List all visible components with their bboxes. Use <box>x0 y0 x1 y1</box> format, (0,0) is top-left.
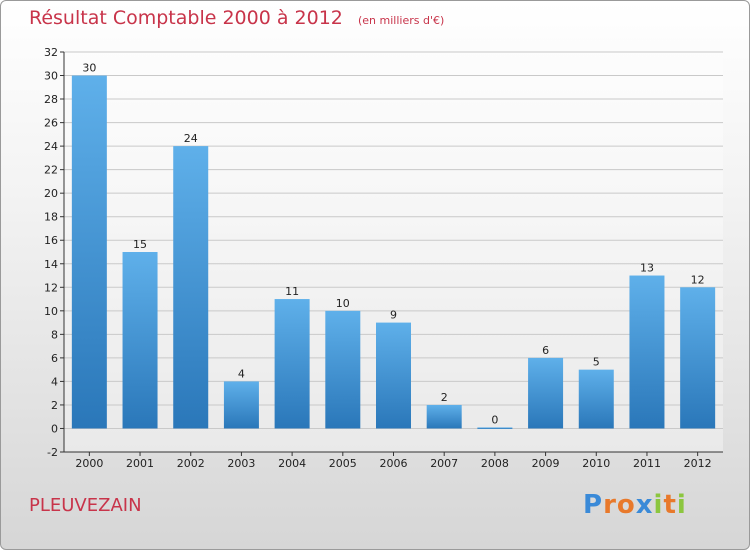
proxiti-logo: Proxiti <box>583 490 687 520</box>
value-label: 9 <box>390 309 397 322</box>
x-tick-label: 2005 <box>329 457 357 470</box>
x-tick-label: 2001 <box>126 457 154 470</box>
bar-2007 <box>426 404 462 429</box>
commune-name: PLEUVEZAIN <box>29 495 142 516</box>
value-label: 0 <box>491 413 498 426</box>
y-tick-label: 30 <box>44 70 58 83</box>
logo-letter: o <box>616 490 636 520</box>
bar-2010 <box>578 369 614 429</box>
value-label: 6 <box>542 344 549 357</box>
y-tick-label: 18 <box>44 211 58 224</box>
logo-letter: i <box>676 490 687 520</box>
y-tick-label: 4 <box>51 375 58 388</box>
x-tick-label: 2010 <box>582 457 610 470</box>
x-tick-label: 2011 <box>633 457 661 470</box>
logo-letter: P <box>583 490 604 520</box>
bar-2008 <box>477 427 513 429</box>
y-tick-label: 12 <box>44 281 58 294</box>
x-tick-label: 2006 <box>380 457 408 470</box>
value-label: 30 <box>82 62 96 75</box>
value-label: 10 <box>336 297 350 310</box>
y-tick-label: 26 <box>44 117 58 130</box>
bar-2006 <box>376 322 411 429</box>
bar-2002 <box>173 146 209 429</box>
chart-title-block: Résultat Comptable 2000 à 2012 (en milli… <box>29 7 444 29</box>
x-tick-label: 2009 <box>532 457 560 470</box>
value-label: 12 <box>691 273 705 286</box>
y-tick-label: 6 <box>51 352 58 365</box>
y-tick-label: 2 <box>51 399 58 412</box>
proxiti-logo-text: Proxiti <box>583 490 687 520</box>
y-tick-label: -2 <box>47 446 58 459</box>
bar-2001 <box>122 252 158 429</box>
x-tick-label: 2004 <box>278 457 306 470</box>
value-label: 15 <box>133 238 147 251</box>
value-label: 11 <box>285 285 299 298</box>
bar-2011 <box>629 275 665 429</box>
bar-2005 <box>325 310 361 429</box>
bar-2000 <box>71 75 107 429</box>
x-tick-label: 2000 <box>75 457 103 470</box>
y-tick-label: 20 <box>44 187 58 200</box>
y-tick-label: 28 <box>44 93 58 106</box>
value-label: 2 <box>441 391 448 404</box>
bar-2003 <box>223 381 259 429</box>
y-tick-label: 8 <box>51 328 58 341</box>
value-label: 5 <box>593 356 600 369</box>
chart-unit-label: (en milliers d'€) <box>357 14 445 27</box>
logo-letter: i <box>653 490 664 520</box>
y-tick-label: 14 <box>44 258 58 271</box>
chart-title: Résultat Comptable 2000 à 2012 <box>29 7 343 29</box>
y-tick-label: 24 <box>44 140 58 153</box>
x-tick-label: 2003 <box>227 457 255 470</box>
value-label: 24 <box>184 132 198 145</box>
x-tick-label: 2007 <box>430 457 458 470</box>
logo-letter: r <box>603 490 617 520</box>
value-label: 13 <box>640 262 654 275</box>
y-tick-label: 16 <box>44 234 58 247</box>
bar-2004 <box>274 299 310 429</box>
y-tick-label: 32 <box>44 46 58 59</box>
bar-2012 <box>680 287 716 429</box>
bar-2009 <box>528 357 564 429</box>
x-tick-label: 2002 <box>177 457 205 470</box>
y-tick-label: 0 <box>51 422 58 435</box>
x-tick-label: 2012 <box>684 457 712 470</box>
logo-letter: t <box>663 490 677 520</box>
logo-letter: x <box>635 490 654 520</box>
y-tick-label: 10 <box>44 305 58 318</box>
value-label: 4 <box>238 367 245 380</box>
x-tick-label: 2008 <box>481 457 509 470</box>
y-tick-label: 22 <box>44 164 58 177</box>
